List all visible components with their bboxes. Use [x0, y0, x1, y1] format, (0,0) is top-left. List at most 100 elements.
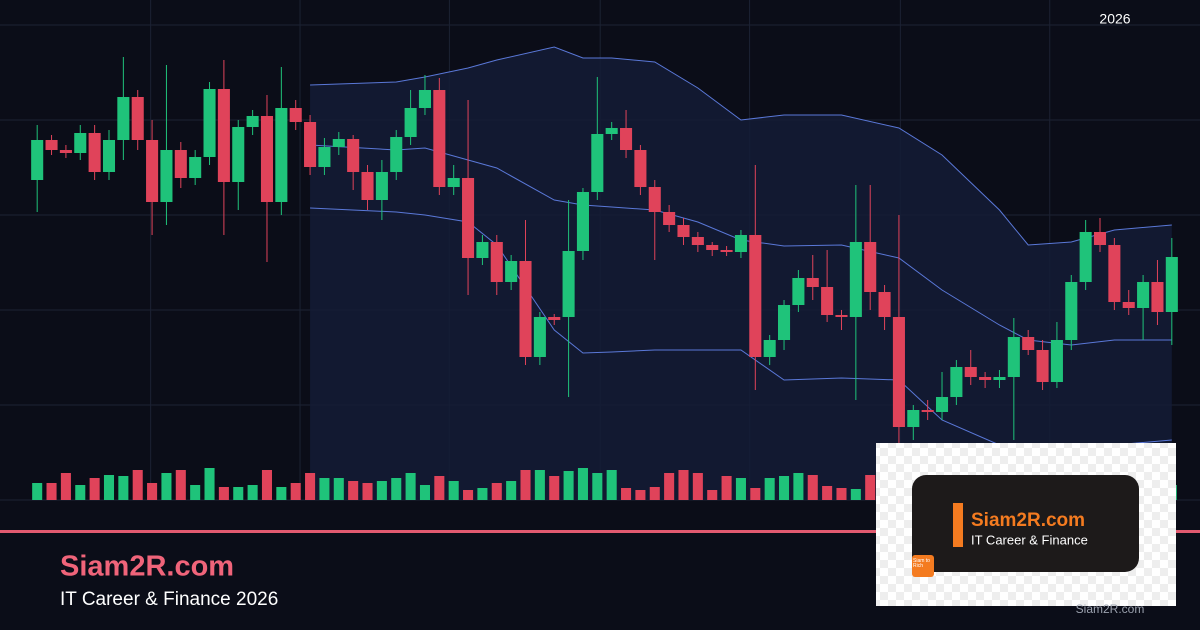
candle-body — [31, 140, 44, 180]
volume-bar — [793, 473, 804, 500]
candle-body — [878, 292, 891, 317]
volume-bar — [850, 489, 861, 500]
candle-body — [217, 89, 230, 182]
volume-bar — [233, 487, 244, 500]
candle-body — [706, 245, 719, 250]
candle-body — [663, 212, 676, 225]
volume-bar — [419, 485, 430, 500]
volume-bar — [678, 470, 689, 500]
volume-bar — [376, 481, 387, 500]
candle-body — [418, 90, 432, 108]
candle-body — [361, 172, 374, 200]
candle-body — [921, 410, 934, 412]
volume-bar — [506, 481, 517, 500]
volume-bar — [836, 488, 847, 500]
candle-body — [591, 134, 604, 192]
volume-bar — [305, 473, 316, 500]
candle-body — [979, 377, 992, 380]
badge: Siam2R.com IT Career & Finance Siam to R… — [876, 443, 1176, 616]
volume-bar — [534, 470, 545, 500]
candle-body — [174, 150, 187, 178]
volume-bar — [118, 476, 129, 500]
badge-logo-text: Siam to Rich — [913, 558, 930, 569]
candle-body — [318, 147, 331, 167]
volume-bar — [60, 473, 71, 500]
candle-body — [160, 150, 173, 202]
candle-body — [131, 97, 144, 140]
volume-bar — [549, 476, 560, 500]
candle-body — [1165, 257, 1178, 312]
separator — [0, 530, 1200, 533]
candle-body — [1137, 282, 1150, 308]
volume-bar — [491, 483, 502, 500]
candle-body — [533, 317, 546, 357]
volume-bar — [89, 478, 100, 500]
volume-bar — [391, 478, 402, 500]
candle-body — [749, 235, 762, 357]
volume-bar — [276, 487, 287, 500]
footer-site: Siam2R.com — [60, 551, 234, 583]
candle-body — [806, 278, 819, 287]
volume-bar — [750, 488, 761, 500]
candle-body — [950, 367, 963, 397]
volume-bar — [319, 478, 330, 500]
candle-body — [620, 128, 633, 150]
candle-body — [462, 178, 475, 258]
candle-body — [476, 242, 489, 258]
candle-body — [505, 261, 518, 282]
candle-body — [146, 140, 159, 202]
volume-bar — [247, 485, 258, 500]
candle-body — [102, 140, 116, 172]
candle-body — [74, 133, 87, 153]
candle-body — [390, 137, 403, 172]
year-label: 2026 — [1099, 11, 1130, 27]
candle-body — [203, 89, 216, 157]
candle-body — [59, 150, 72, 153]
candle-body — [734, 235, 747, 252]
candle-body — [993, 377, 1006, 380]
candle-body — [304, 122, 317, 167]
volume-bar — [692, 473, 703, 500]
chart — [0, 0, 1200, 501]
badge-bar — [953, 503, 963, 547]
volume-bar — [46, 483, 57, 500]
candle-body — [404, 108, 417, 137]
candle-body — [763, 340, 776, 357]
volume-bar — [463, 490, 474, 500]
candle-body — [777, 305, 791, 340]
candle-body — [490, 242, 503, 282]
badge-card — [912, 475, 1139, 572]
candle-body — [720, 250, 733, 252]
volume-bar — [204, 468, 215, 500]
volume-bar — [721, 476, 732, 500]
badge-logo-box: Siam to Rich — [913, 558, 930, 569]
volume-bar — [190, 485, 201, 500]
candle-body — [835, 315, 848, 317]
volume-bar — [779, 476, 790, 500]
volume-bar — [32, 483, 43, 500]
candle-body — [375, 172, 388, 200]
candle-body — [1050, 340, 1063, 382]
volume-bar — [477, 488, 488, 500]
candle-body — [117, 97, 130, 140]
candle-body — [1022, 337, 1035, 350]
candle-body — [562, 251, 575, 317]
candle-body — [189, 157, 202, 178]
volume-bar — [563, 471, 574, 500]
volume-bar — [592, 473, 603, 500]
volume-bar — [348, 481, 359, 500]
candle-body — [605, 128, 618, 134]
volume-bar — [621, 488, 632, 500]
candle-body — [232, 127, 245, 182]
candle-body — [519, 261, 532, 357]
candle-body — [433, 90, 446, 187]
candle-body — [792, 278, 805, 305]
candle-body — [260, 116, 274, 202]
volume-bar — [218, 487, 229, 500]
candle-body — [634, 150, 647, 187]
volume-bar — [103, 475, 115, 500]
volume-bar — [735, 478, 746, 500]
candle-body — [347, 139, 360, 172]
